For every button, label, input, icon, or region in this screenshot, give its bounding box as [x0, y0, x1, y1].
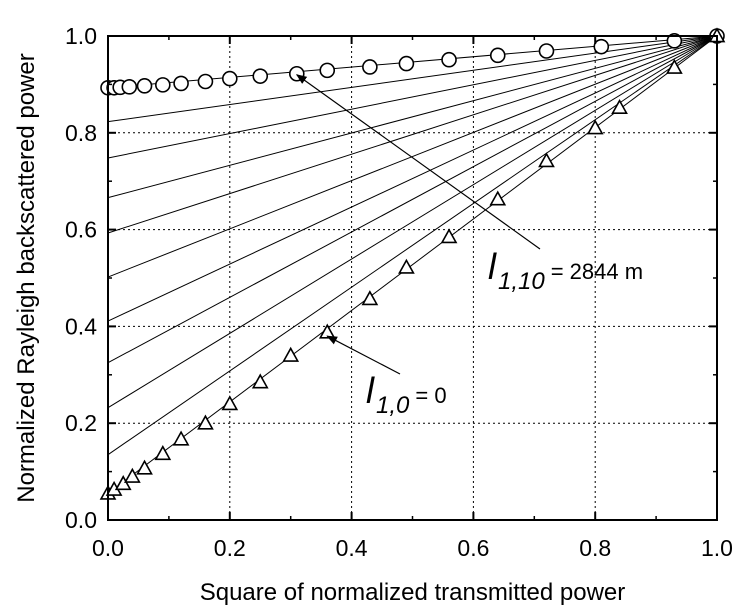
grid — [108, 36, 717, 520]
annotations: l1,10 = 2844 m l1,0 = 0 — [295, 74, 643, 419]
triangle-marker — [154, 445, 172, 461]
annotation-label: l1,10 = 2844 m — [488, 246, 643, 295]
triangle-marker — [197, 414, 214, 430]
triangle-marker — [251, 373, 269, 389]
circle-marker — [666, 33, 683, 49]
circle-marker — [222, 70, 238, 87]
fit-line — [107, 35, 718, 123]
x-tick-label: 0.4 — [336, 535, 368, 561]
triangle-marker — [136, 459, 153, 475]
circle-marker — [489, 47, 506, 64]
annotation-arrow — [295, 74, 541, 250]
fit-lines — [107, 35, 718, 494]
triangle-marker — [361, 290, 379, 306]
triangle-marker — [124, 467, 141, 483]
circle-marker — [121, 79, 138, 95]
annotation-arrow — [326, 335, 401, 375]
x-tick-label: 0.2 — [214, 535, 246, 561]
triangle-marker — [666, 58, 683, 74]
fit-line — [107, 35, 718, 159]
circle-marker — [252, 68, 269, 84]
triangle-marker — [440, 228, 458, 244]
circle-marker — [173, 75, 189, 92]
x-axis-title: Square of normalized transmitted power — [200, 579, 626, 606]
y-tick-label: 0.8 — [65, 120, 97, 146]
triangle-marker — [172, 430, 190, 446]
circle-marker — [538, 43, 555, 59]
circle-marker — [362, 59, 378, 75]
fit-line — [107, 35, 718, 234]
triangle-marker — [489, 190, 507, 206]
data-markers — [99, 27, 726, 500]
x-tick-label: 1.0 — [701, 535, 733, 561]
circle-marker — [319, 62, 336, 79]
circle-marker — [136, 78, 153, 94]
fit-line — [107, 35, 718, 278]
y-axis-title: Normalized Rayleigh backscattered power — [13, 53, 40, 503]
x-tick-label: 0.0 — [92, 535, 124, 561]
fit-line — [107, 35, 718, 409]
circle-marker — [593, 38, 610, 55]
y-tick-label: 0.4 — [65, 313, 97, 339]
fit-line — [107, 35, 718, 322]
triangle-marker — [398, 258, 415, 274]
triangle-marker — [611, 98, 628, 115]
triangle-marker — [282, 346, 300, 362]
x-tick-label: 0.8 — [579, 535, 611, 561]
circle-marker — [155, 77, 171, 93]
y-tick-label: 0.0 — [65, 507, 97, 533]
circle-marker — [197, 73, 214, 90]
circle-marker — [398, 55, 415, 72]
triangle-marker — [221, 395, 239, 411]
y-tick-label: 0.6 — [65, 217, 97, 243]
x-tick-label: 0.6 — [457, 535, 489, 561]
triangle-marker — [318, 323, 336, 339]
circle-marker — [441, 51, 457, 68]
axis-ticks: 0.0 0.2 0.4 0.6 0.8 1.0 0.0 0.2 0.4 0.6 0.8 1.0 — [65, 23, 733, 561]
y-tick-label: 1.0 — [65, 23, 97, 49]
triangle-marker — [586, 119, 604, 135]
annotation-label: l1,0 = 0 — [366, 370, 447, 419]
triangle-marker — [114, 475, 132, 491]
fit-line — [107, 35, 718, 199]
triangle-marker — [538, 152, 555, 168]
y-tick-label: 0.2 — [65, 410, 97, 436]
fit-line — [107, 35, 718, 456]
fit-line — [107, 35, 718, 364]
